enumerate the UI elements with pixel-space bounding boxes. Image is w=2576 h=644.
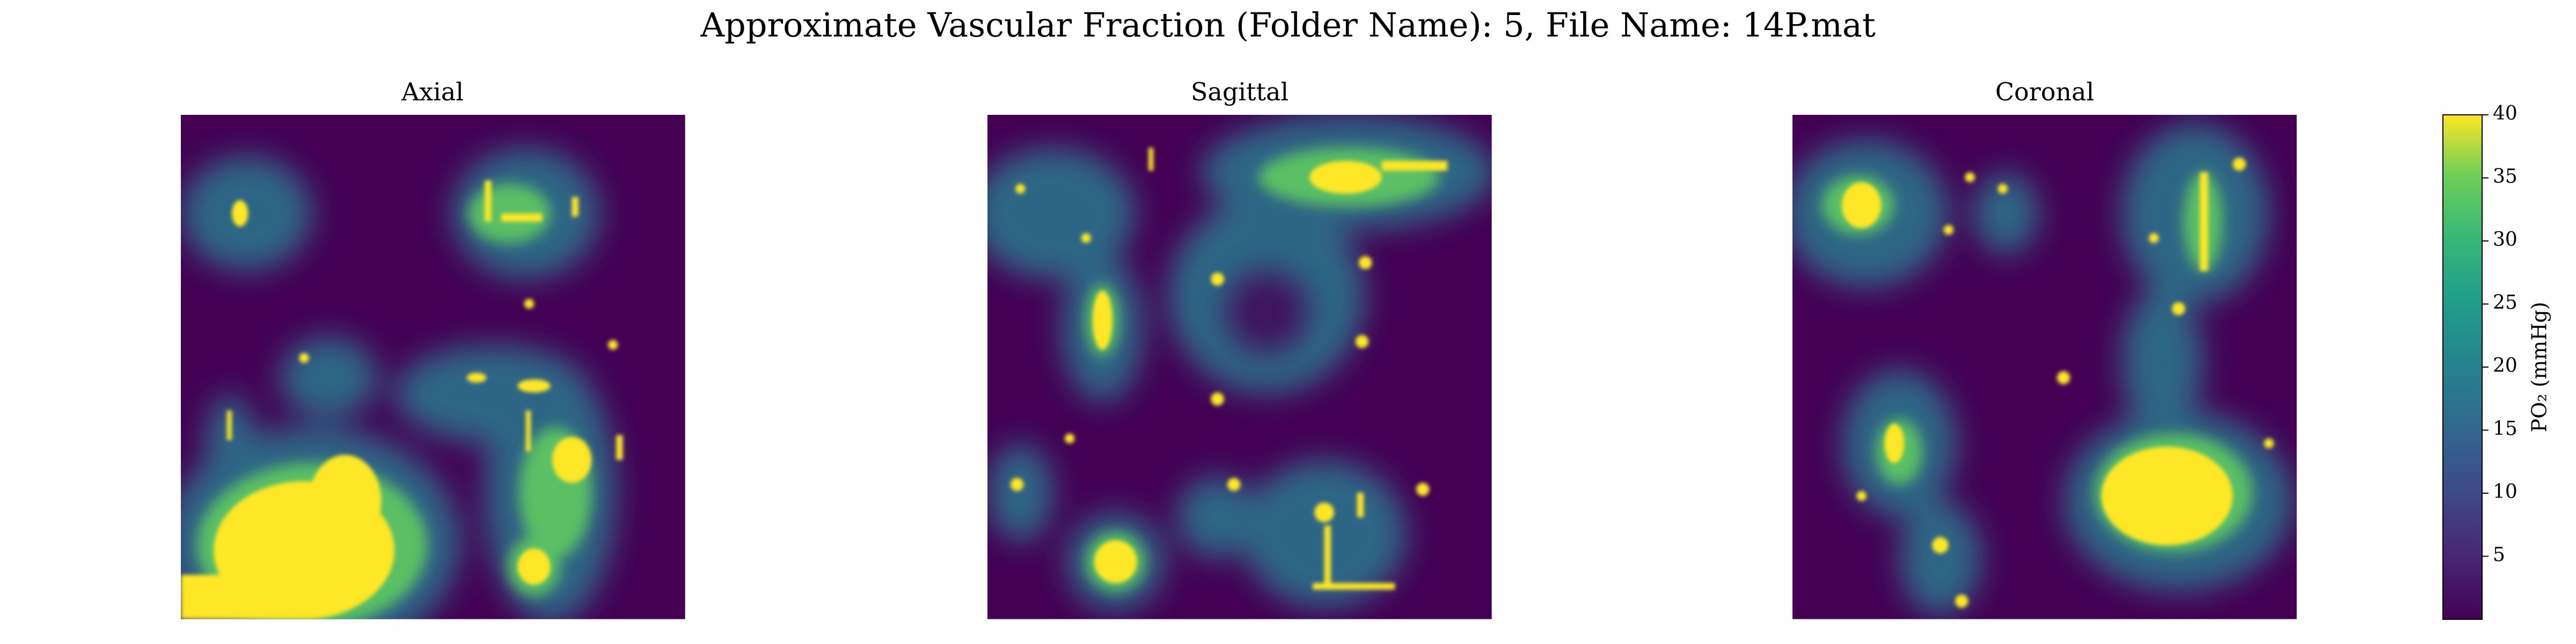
- colorbar-tick-label: 10: [2493, 481, 2518, 503]
- colorbar-tick-label: 30: [2493, 229, 2518, 251]
- heatmap-image: [1792, 115, 2297, 619]
- colorbar-tick-label: 40: [2493, 103, 2518, 125]
- panel-title: Coronal: [1995, 77, 2094, 106]
- heatmap-image: [987, 115, 1492, 619]
- colorbar-tick-label: 25: [2493, 292, 2518, 314]
- colorbar-label: PO₂ (mmHg): [2528, 302, 2551, 432]
- colorbar-tick-label: 5: [2493, 544, 2505, 566]
- colorbar-tick-label: 35: [2493, 166, 2518, 188]
- heatmap-image: [181, 115, 685, 619]
- colorbar-tick-label: 15: [2493, 418, 2518, 440]
- panel-title: Sagittal: [1191, 77, 1289, 106]
- panel-title: Axial: [401, 77, 464, 106]
- colorbar: [2442, 114, 2483, 620]
- figure-title: Approximate Vascular Fraction (Folder Na…: [700, 5, 1876, 45]
- colorbar-tick-label: 20: [2493, 355, 2518, 377]
